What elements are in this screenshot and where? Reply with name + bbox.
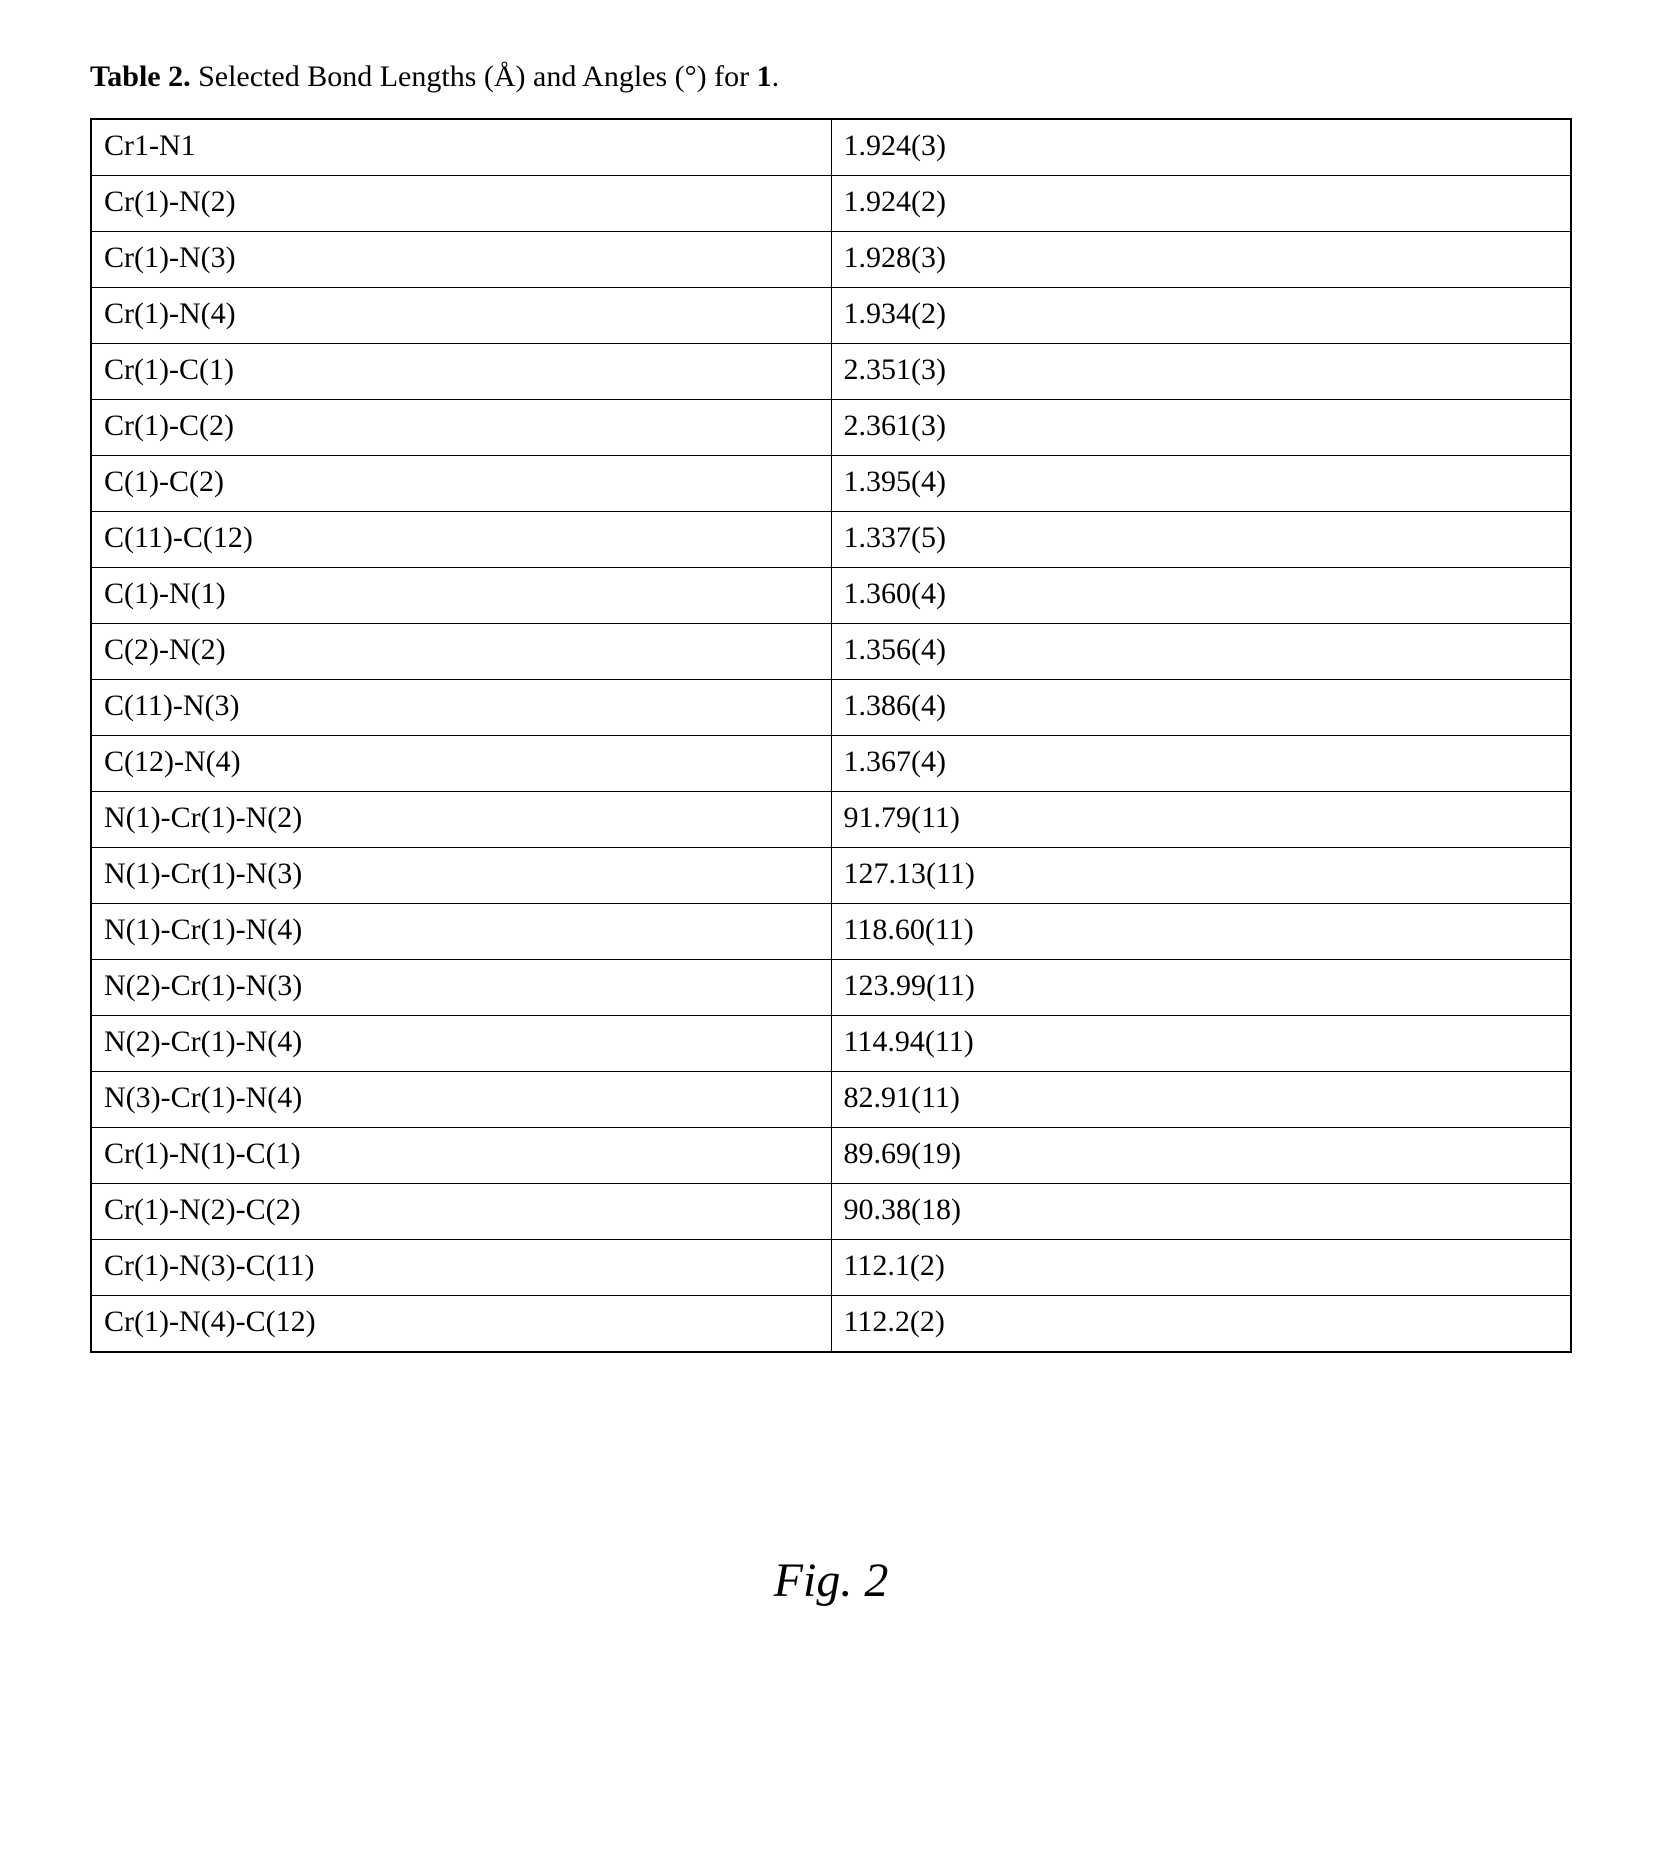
parameter-cell: N(2)-Cr(1)-N(4) [91, 1016, 831, 1072]
table-row: N(2)-Cr(1)-N(3)123.99(11) [91, 960, 1571, 1016]
parameter-cell: N(1)-Cr(1)-N(4) [91, 904, 831, 960]
value-cell: 1.395(4) [831, 456, 1571, 512]
parameter-cell: N(1)-Cr(1)-N(2) [91, 792, 831, 848]
parameter-cell: Cr1-N1 [91, 119, 831, 176]
table-row: Cr(1)-N(3)-C(11)112.1(2) [91, 1240, 1571, 1296]
value-cell: 1.928(3) [831, 232, 1571, 288]
value-cell: 1.356(4) [831, 624, 1571, 680]
table-row: N(3)-Cr(1)-N(4)82.91(11) [91, 1072, 1571, 1128]
parameter-cell: C(2)-N(2) [91, 624, 831, 680]
table-row: C(11)-N(3)1.386(4) [91, 680, 1571, 736]
caption-label: Table 2. [90, 60, 191, 93]
table-row: N(2)-Cr(1)-N(4)114.94(11) [91, 1016, 1571, 1072]
value-cell: 91.79(11) [831, 792, 1571, 848]
parameter-cell: Cr(1)-N(2)-C(2) [91, 1184, 831, 1240]
table-row: C(1)-C(2)1.395(4) [91, 456, 1571, 512]
value-cell: 1.337(5) [831, 512, 1571, 568]
table-row: Cr(1)-N(4)-C(12)112.2(2) [91, 1296, 1571, 1353]
table-row: Cr(1)-N(2)1.924(2) [91, 176, 1571, 232]
value-cell: 1.924(3) [831, 119, 1571, 176]
caption-compound-number: 1 [757, 60, 772, 93]
value-cell: 112.1(2) [831, 1240, 1571, 1296]
parameter-cell: Cr(1)-C(2) [91, 400, 831, 456]
parameter-cell: Cr(1)-N(3)-C(11) [91, 1240, 831, 1296]
value-cell: 1.934(2) [831, 288, 1571, 344]
value-cell: 2.361(3) [831, 400, 1571, 456]
value-cell: 1.924(2) [831, 176, 1571, 232]
parameter-cell: C(11)-N(3) [91, 680, 831, 736]
table-row: Cr(1)-N(2)-C(2)90.38(18) [91, 1184, 1571, 1240]
figure-label: Fig. 2 [90, 1553, 1572, 1608]
value-cell: 112.2(2) [831, 1296, 1571, 1353]
table-caption: Table 2. Selected Bond Lengths (Å) and A… [90, 60, 1572, 94]
value-cell: 114.94(11) [831, 1016, 1571, 1072]
value-cell: 1.386(4) [831, 680, 1571, 736]
value-cell: 127.13(11) [831, 848, 1571, 904]
parameter-cell: N(2)-Cr(1)-N(3) [91, 960, 831, 1016]
value-cell: 89.69(19) [831, 1128, 1571, 1184]
value-cell: 1.360(4) [831, 568, 1571, 624]
parameter-cell: N(3)-Cr(1)-N(4) [91, 1072, 831, 1128]
value-cell: 2.351(3) [831, 344, 1571, 400]
parameter-cell: N(1)-Cr(1)-N(3) [91, 848, 831, 904]
parameter-cell: Cr(1)-C(1) [91, 344, 831, 400]
parameter-cell: C(1)-N(1) [91, 568, 831, 624]
table-row: C(2)-N(2)1.356(4) [91, 624, 1571, 680]
bond-lengths-angles-table: Cr1-N11.924(3)Cr(1)-N(2)1.924(2)Cr(1)-N(… [90, 118, 1572, 1353]
table-row: Cr(1)-C(2)2.361(3) [91, 400, 1571, 456]
value-cell: 90.38(18) [831, 1184, 1571, 1240]
table-row: Cr(1)-N(3)1.928(3) [91, 232, 1571, 288]
parameter-cell: C(1)-C(2) [91, 456, 831, 512]
parameter-cell: Cr(1)-N(4) [91, 288, 831, 344]
caption-period: . [772, 60, 780, 93]
table-row: Cr(1)-C(1)2.351(3) [91, 344, 1571, 400]
table-row: Cr1-N11.924(3) [91, 119, 1571, 176]
table-row: N(1)-Cr(1)-N(4)118.60(11) [91, 904, 1571, 960]
table-row: Cr(1)-N(4)1.934(2) [91, 288, 1571, 344]
parameter-cell: C(12)-N(4) [91, 736, 831, 792]
value-cell: 1.367(4) [831, 736, 1571, 792]
parameter-cell: Cr(1)-N(4)-C(12) [91, 1296, 831, 1353]
value-cell: 123.99(11) [831, 960, 1571, 1016]
table-row: N(1)-Cr(1)-N(2)91.79(11) [91, 792, 1571, 848]
table-row: C(1)-N(1)1.360(4) [91, 568, 1571, 624]
parameter-cell: Cr(1)-N(2) [91, 176, 831, 232]
table-row: C(11)-C(12)1.337(5) [91, 512, 1571, 568]
parameter-cell: Cr(1)-N(3) [91, 232, 831, 288]
table-row: N(1)-Cr(1)-N(3)127.13(11) [91, 848, 1571, 904]
parameter-cell: C(11)-C(12) [91, 512, 831, 568]
table-row: C(12)-N(4)1.367(4) [91, 736, 1571, 792]
value-cell: 118.60(11) [831, 904, 1571, 960]
table-row: Cr(1)-N(1)-C(1)89.69(19) [91, 1128, 1571, 1184]
value-cell: 82.91(11) [831, 1072, 1571, 1128]
parameter-cell: Cr(1)-N(1)-C(1) [91, 1128, 831, 1184]
caption-text: Selected Bond Lengths (Å) and Angles (°)… [191, 60, 757, 93]
